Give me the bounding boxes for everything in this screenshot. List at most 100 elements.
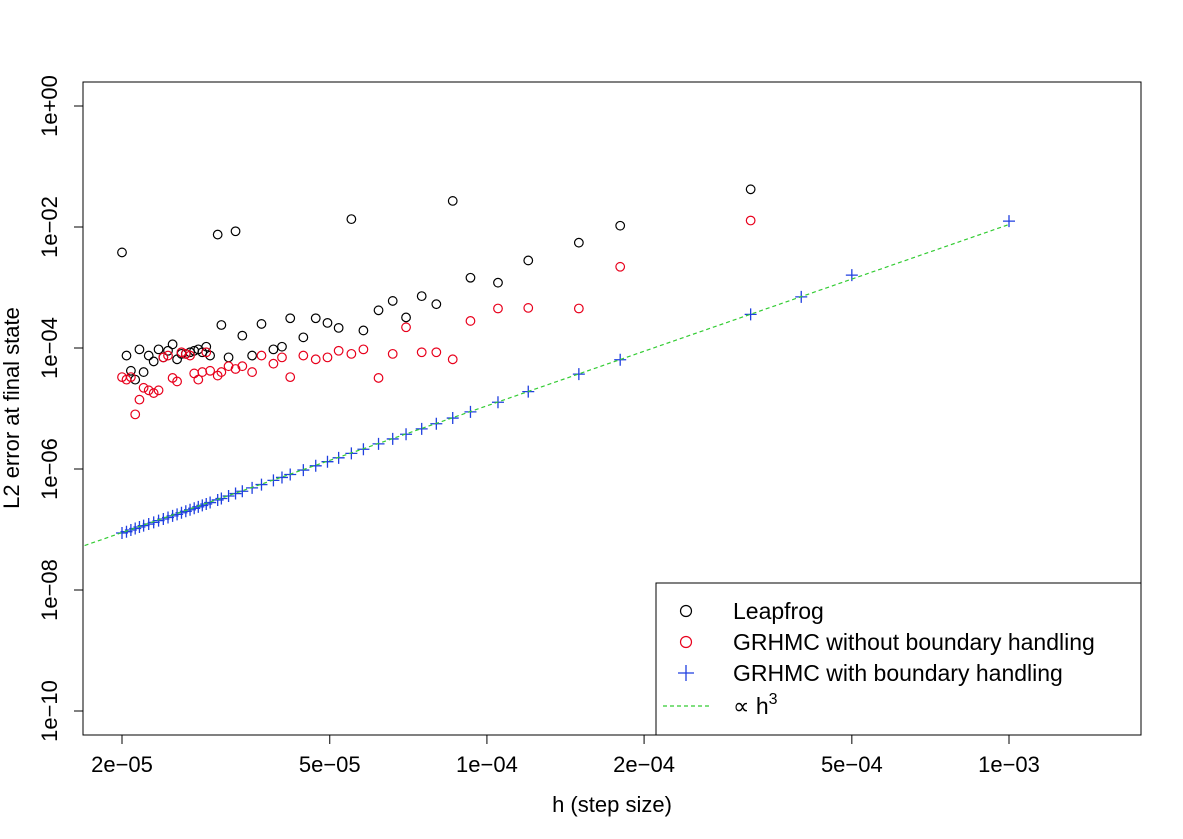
data-point [134,344,145,355]
data-point [247,367,258,377]
data-point [152,514,165,527]
data-point [275,471,288,484]
data-point [744,308,757,321]
chart-marks [83,184,1015,547]
data-point [447,354,458,365]
data-point [236,485,249,498]
data-point [167,339,178,350]
legend-label-text: GRHMC without boundary handling [733,629,1095,655]
data-point [572,368,585,381]
data-point [285,372,296,383]
data-point [285,313,296,324]
data-point [523,255,534,266]
data-point [148,356,159,367]
data-point [346,348,357,359]
series-h-3 [83,223,1010,547]
data-point [237,361,248,372]
data-point [201,347,212,358]
data-point [387,348,398,359]
y-axis: 1e+00 1e−02 1e−04 1e−06 1e−08 1e−10 [37,75,84,742]
data-point [400,428,413,441]
series-leapfrog [117,184,756,385]
data-point [193,374,204,385]
data-point [401,322,411,333]
data-point [153,344,164,355]
data-point [204,496,217,509]
data-point [256,350,267,361]
data-point [137,519,150,532]
legend-label: GRHMC with boundary handling [733,660,1063,686]
series-grhmc-without-boundary-handling [117,215,756,420]
data-point [298,332,309,343]
data-point [465,272,476,283]
y-tick-label: 1e−06 [37,438,62,500]
legend-marker [679,635,693,649]
data-point [446,412,459,425]
x-tick-label: 5e−05 [299,752,361,777]
reference-line-h3 [83,223,1010,547]
data-point [387,296,398,306]
data-point [205,365,216,376]
data-point [416,291,427,302]
data-point [573,237,584,248]
data-point [148,388,159,398]
x-tick-label: 2e−05 [91,752,153,777]
data-point [310,354,321,365]
data-point [321,455,334,468]
data-point [229,487,242,500]
data-point [121,350,132,361]
data-point [322,317,333,328]
legend-label: Leapfrog [733,598,824,624]
data-point [431,299,442,310]
x-tick-label: 2e−04 [613,752,675,777]
data-point [416,347,427,358]
data-point [143,385,154,396]
y-tick-label: 1e−10 [37,680,62,742]
data-point [745,215,756,226]
x-tick-label: 1e−04 [456,752,518,777]
legend-box [655,582,1142,736]
y-tick-label: 1e+00 [37,75,62,137]
data-point [130,409,141,420]
x-axis-label: h (step size) [552,792,672,817]
y-tick-label: 1e−02 [37,196,62,258]
x-tick-label: 5e−04 [821,752,883,777]
data-point [237,330,248,341]
x-axis: 2e−05 5e−05 1e−04 2e−04 5e−04 1e−03 [91,734,1040,777]
series-grhmc-with-boundary-handling [116,215,1015,539]
data-point [147,516,160,529]
data-point [247,350,258,361]
data-point [189,368,200,379]
legend-label-superscript: 3 [769,691,778,708]
data-point [125,372,136,383]
x-tick-label: 1e−03 [978,752,1040,777]
y-tick-label: 1e−04 [37,317,62,379]
data-point [268,344,279,355]
data-point [138,382,149,393]
data-point [573,303,584,314]
data-point [614,353,627,366]
data-point [153,385,164,396]
data-point [277,352,287,363]
data-point [215,492,228,505]
data-point [310,313,321,324]
legend-marker [678,665,694,681]
data-point [298,350,309,361]
data-point [163,345,173,356]
data-point [172,376,182,387]
data-point [180,348,191,359]
data-point [277,341,287,352]
legend-item-leapfrog: Leapfrog [679,598,824,624]
data-point [373,373,384,383]
data-point [615,220,626,231]
data-point [142,518,155,531]
data-point [415,422,428,435]
data-point [358,344,369,355]
data-point [431,347,442,358]
legend-label: ∝ h3 [733,691,778,719]
data-point [255,478,268,491]
data-point [143,350,154,361]
data-point [256,319,267,329]
data-point [268,358,279,369]
